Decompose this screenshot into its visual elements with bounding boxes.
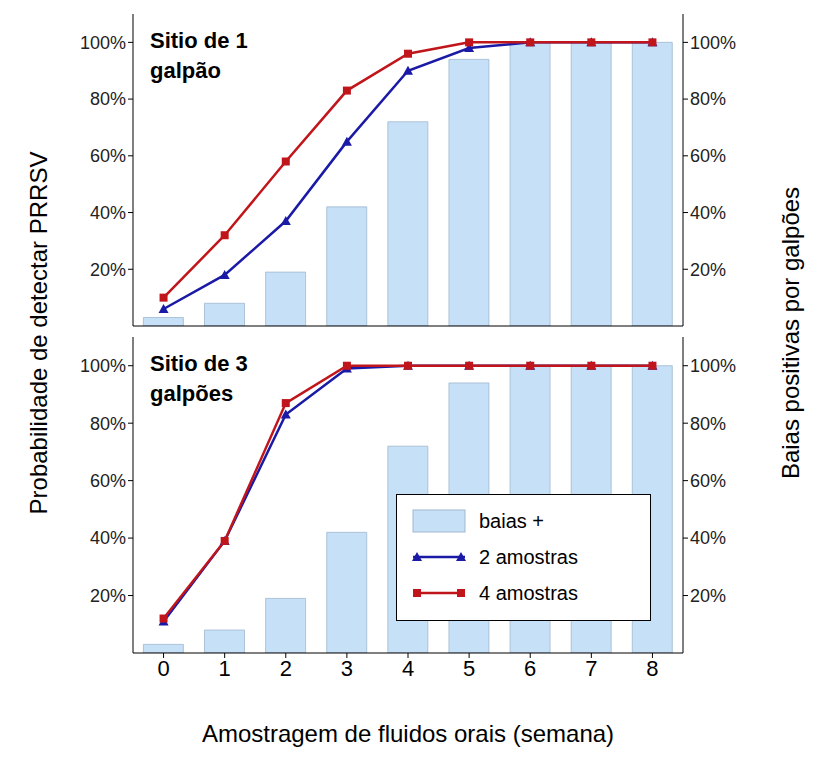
svg-text:Amostragem de fluidos orais (s: Amostragem de fluidos orais (semana) [202,720,614,747]
svg-text:80%: 80% [90,89,126,109]
svg-text:8: 8 [646,656,658,681]
svg-text:3: 3 [341,656,353,681]
svg-text:20%: 20% [690,260,726,280]
svg-text:7: 7 [585,656,597,681]
svg-text:4: 4 [402,656,414,681]
svg-text:0: 0 [157,656,169,681]
svg-text:20%: 20% [90,260,126,280]
svg-text:1: 1 [219,656,231,681]
html-text:Sitio de 1 galpão: Sitio de 1 galpão [150,28,248,83]
svg-text:100%: 100% [690,33,736,53]
svg-text:60%: 60% [90,471,126,491]
svg-text:20%: 20% [690,586,726,606]
svg-text:Probabilidade de detectar PRRS: Probabilidade de detectar PRRSV [25,152,52,515]
svg-text:20%: 20% [90,586,126,606]
html-text:4 amostras: 4 amostras [479,581,578,604]
svg-text:40%: 40% [90,528,126,548]
svg-text:40%: 40% [690,203,726,223]
svg-text:80%: 80% [690,414,726,434]
html-text:baias +: baias + [479,509,545,532]
svg-text:100%: 100% [80,356,126,376]
svg-text:100%: 100% [80,33,126,53]
html-text:2 amostras: 2 amostras [479,545,578,568]
svg-text:80%: 80% [690,89,726,109]
svg-text:6: 6 [524,656,536,681]
svg-text:Baias positivas por galpões: Baias positivas por galpões [777,187,804,479]
html-text:Sitio de 3 galpões: Sitio de 3 galpões [150,351,248,406]
svg-text:100%: 100% [690,356,736,376]
svg-text:40%: 40% [90,203,126,223]
svg-text:5: 5 [463,656,475,681]
svg-text:2: 2 [280,656,292,681]
svg-text:60%: 60% [690,471,726,491]
svg-text:60%: 60% [690,146,726,166]
svg-text:40%: 40% [690,528,726,548]
svg-text:60%: 60% [90,146,126,166]
svg-text:80%: 80% [90,414,126,434]
